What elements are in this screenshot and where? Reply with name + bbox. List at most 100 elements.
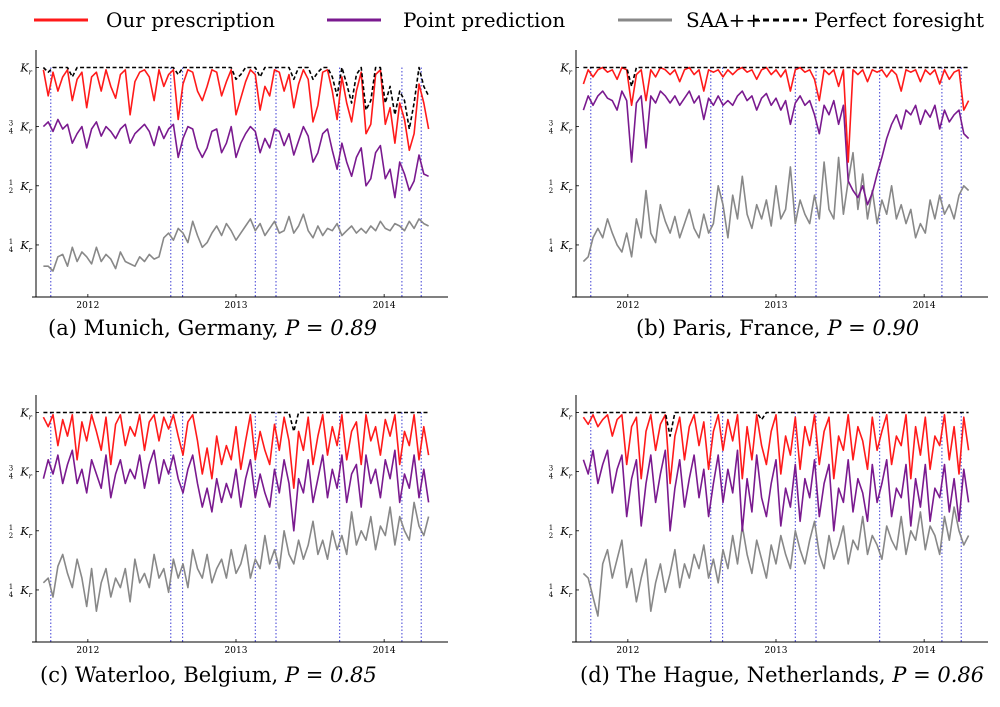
y-tick-text: Kr [19, 406, 32, 421]
legend-item-point-prediction: Point prediction [327, 8, 565, 32]
y-tick-frac-den: 4 [9, 473, 14, 481]
x-tick-label: 2014 [913, 294, 936, 311]
y-tick-text: Kr [19, 239, 32, 254]
y-tick-frac-den: 2 [549, 187, 553, 195]
legend-item-perfect-foresight: Perfect foresight [753, 8, 984, 32]
series-line-saa [42, 501, 430, 612]
y-tick-label: 12 Kr [9, 524, 39, 540]
series-line-perfect-foresight [42, 66, 430, 130]
y-tick-label: 12 Kr [549, 524, 579, 540]
legend-item-our-prescription: Our prescription [34, 8, 275, 32]
y-tick-frac-num: 1 [549, 583, 553, 591]
x-tick-text: 2013 [225, 646, 248, 656]
y-tick-frac-den: 4 [9, 128, 14, 136]
caption-p-value: P = 0.89 [285, 316, 377, 340]
caption-p-value: P = 0.90 [827, 316, 920, 340]
caption-label: (d) The Hague, Netherlands, [580, 663, 886, 687]
x-tick-label: 2013 [765, 294, 788, 311]
y-tick-text: Kr [19, 466, 32, 481]
y-tick-frac-den: 2 [549, 532, 553, 540]
y-tick-label: 14 Kr [549, 238, 579, 254]
y-tick-frac-den: 4 [9, 246, 14, 254]
y-tick-text: Kr [559, 61, 572, 76]
y-tick-frac-num: 1 [9, 583, 13, 591]
series-line-saa [582, 151, 970, 263]
series-line-our-prescription [582, 413, 970, 485]
caption-waterloo: (c) Waterloo, Belgium, P = 0.85 [40, 663, 377, 687]
y-tick-frac-den: 4 [549, 128, 554, 136]
y-tick-text: Kr [559, 525, 572, 540]
caption-paris: (b) Paris, France, P = 0.90 [636, 316, 919, 340]
x-tick-text: 2012 [616, 646, 639, 656]
series-line-point-prediction [582, 90, 970, 206]
y-tick-frac-num: 3 [549, 120, 553, 128]
x-tick-text: 2012 [616, 301, 639, 311]
y-tick-frac-den: 2 [9, 532, 13, 540]
y-tick-label: 12 Kr [549, 179, 579, 195]
y-tick-frac-num: 1 [549, 524, 553, 532]
legend-label: Point prediction [403, 8, 565, 32]
y-tick-frac-den: 4 [549, 246, 554, 254]
series-line-our-prescription [42, 413, 430, 489]
x-tick-label: 2012 [616, 294, 639, 311]
series-line-saa [582, 506, 970, 617]
legend-item-saa: SAA++ [618, 8, 762, 32]
y-tick-label: 34 Kr [549, 120, 579, 136]
y-tick-label: 12 Kr [9, 179, 39, 195]
y-tick-label: 34 Kr [549, 465, 579, 481]
y-tick-frac-num: 1 [9, 238, 13, 246]
y-tick-frac-den: 2 [9, 187, 13, 195]
series-line-perfect-foresight [583, 411, 969, 437]
y-tick-frac-num: 1 [549, 238, 553, 246]
x-tick-text: 2014 [913, 646, 936, 656]
y-tick-label: 14 Kr [549, 583, 579, 599]
x-tick-label: 2013 [225, 294, 248, 311]
legend-label: Our prescription [106, 8, 275, 32]
y-tick-text: Kr [19, 584, 32, 599]
legend: Our prescription Point prediction SAA++ Per… [0, 0, 1000, 40]
y-tick-text: Kr [19, 61, 32, 76]
y-tick-frac-num: 3 [549, 465, 553, 473]
panel-the-hague: 2012 2013 2014 Kr 3 4 Kr 1 2 Kr 1 4 Kr [540, 385, 1000, 656]
x-tick-text: 2013 [765, 646, 788, 656]
x-tick-text: 2014 [913, 301, 936, 311]
x-tick-text: 2012 [76, 301, 99, 311]
series-line-point-prediction [42, 449, 430, 532]
x-tick-text: 2014 [373, 646, 396, 656]
y-tick-label: 34 Kr [9, 465, 39, 481]
legend-label: Perfect foresight [814, 8, 984, 32]
series-line-our-prescription [582, 66, 970, 163]
caption-label: (b) Paris, France, [636, 316, 821, 340]
y-tick-text: Kr [559, 406, 572, 421]
x-tick-label: 2014 [373, 294, 396, 311]
y-tick-frac-den: 4 [549, 591, 554, 599]
y-tick-text: Kr [559, 239, 572, 254]
y-tick-frac-num: 3 [9, 465, 13, 473]
x-tick-text: 2013 [765, 301, 788, 311]
series-line-our-prescription [42, 68, 430, 152]
x-tick-text: 2012 [76, 646, 99, 656]
y-tick-frac-num: 3 [9, 120, 13, 128]
x-tick-label: 2012 [76, 639, 99, 656]
y-tick-text: Kr [559, 466, 572, 481]
series-line-point-prediction [42, 118, 429, 199]
panel-munich: 2012 2013 2014 Kr 3 4 Kr 1 2 Kr 1 4 Kr [0, 40, 460, 311]
caption-label: (c) Waterloo, Belgium, [40, 663, 279, 687]
y-tick-text: Kr [19, 525, 32, 540]
caption-the-hague: (d) The Hague, Netherlands, P = 0.86 [580, 663, 984, 687]
series-line-perfect-foresight [583, 66, 969, 88]
series-line-saa [43, 213, 429, 272]
x-tick-label: 2013 [225, 639, 248, 656]
y-tick-label: 34 Kr [9, 120, 39, 136]
series-line-point-prediction [582, 449, 970, 532]
panel-paris: 2012 2013 2014 Kr 3 4 Kr 1 2 Kr 1 4 Kr [540, 40, 1000, 311]
y-tick-frac-num: 1 [9, 179, 13, 187]
panel-waterloo: 2012 2013 2014 Kr 3 4 Kr 1 2 Kr 1 4 Kr [0, 385, 460, 656]
legend-svg: Our prescription Point prediction SAA++ Per… [34, 8, 984, 32]
y-tick-label: 14 Kr [9, 583, 39, 599]
x-tick-text: 2014 [373, 301, 396, 311]
